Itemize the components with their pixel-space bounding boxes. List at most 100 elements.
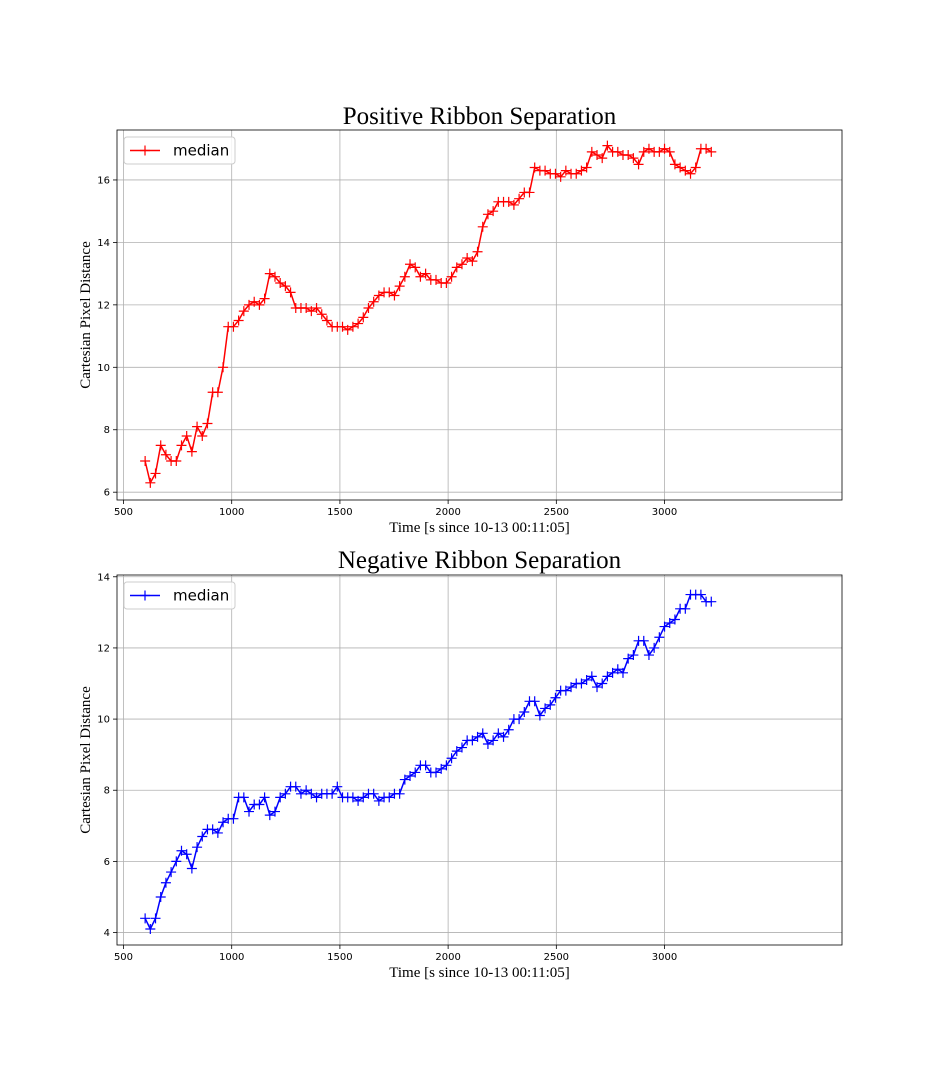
- data-point: [654, 632, 665, 643]
- data-point: [431, 767, 441, 778]
- data-point: [405, 259, 416, 270]
- data-point: [160, 877, 171, 888]
- x-tick-label: 1000: [219, 952, 244, 963]
- data-point: [529, 162, 540, 173]
- data-point: [456, 742, 467, 753]
- y-tick-label: 6: [104, 488, 110, 499]
- data-point: [306, 306, 317, 317]
- data-point: [218, 362, 229, 373]
- data-point: [290, 781, 301, 792]
- data-point: [560, 685, 571, 696]
- chart-2: 500 1000 1500 2000 2500 3000 4 6 8 10 12 14 median Ne…: [78, 547, 843, 981]
- data-point: [623, 149, 634, 160]
- x-tick-label: 1500: [327, 507, 352, 518]
- y-tick-label: 16: [97, 175, 110, 186]
- data-point: [192, 842, 203, 853]
- data-point: [441, 277, 452, 288]
- x-axis-label: Time [s since 10-13 00:11:05]: [389, 965, 570, 981]
- data-point: [327, 788, 338, 799]
- x-tick-label: 3000: [652, 507, 677, 518]
- data-point: [275, 792, 286, 803]
- data-point: [192, 421, 203, 432]
- data-point: [389, 290, 400, 301]
- data-point: [280, 788, 291, 799]
- data-point: [160, 449, 171, 460]
- data-point: [311, 792, 322, 803]
- data-point: [155, 891, 166, 902]
- data-point: [186, 863, 197, 874]
- data-point: [508, 199, 519, 210]
- data-point: [451, 262, 462, 273]
- data-point: [472, 246, 483, 257]
- x-tick-label: 2000: [435, 952, 460, 963]
- y-tick-label: 4: [104, 928, 110, 939]
- data-point: [643, 650, 654, 661]
- data-point: [597, 153, 608, 164]
- data-point: [358, 312, 369, 323]
- data-point: [410, 262, 421, 273]
- data-point: [555, 171, 566, 182]
- legend-marker: [140, 145, 150, 156]
- data-point: [529, 696, 540, 707]
- data-point: [550, 168, 561, 179]
- y-tick-label: 12: [97, 643, 110, 654]
- y-tick-label: 12: [97, 300, 110, 311]
- data-point: [685, 168, 696, 179]
- data-point: [638, 635, 649, 646]
- data-point: [560, 165, 571, 176]
- data-point: [503, 724, 514, 735]
- data-point: [301, 302, 312, 313]
- data-point: [477, 728, 488, 739]
- data-point: [259, 293, 270, 304]
- data-point: [456, 259, 467, 270]
- data-point: [550, 692, 561, 703]
- data-point: [145, 477, 156, 488]
- chart-title: Positive Ribbon Separation: [343, 103, 617, 130]
- x-tick-label: 2500: [544, 952, 569, 963]
- chart-1: 500 1000 1500 2000 2500 3000 6 8 10 12 14 16 median P…: [78, 103, 843, 536]
- data-point: [659, 143, 670, 154]
- data-point: [602, 671, 613, 682]
- data-point: [373, 795, 384, 806]
- data-point: [280, 281, 291, 292]
- plot-frame: [116, 574, 843, 946]
- data-point: [212, 827, 223, 838]
- y-tick-label: 8: [104, 786, 110, 797]
- data-point: [394, 281, 405, 292]
- data-point: [436, 763, 447, 774]
- data-point: [306, 788, 317, 799]
- data-point: [285, 287, 296, 298]
- data-point: [680, 603, 691, 614]
- data-point: [207, 824, 218, 835]
- data-point: [238, 792, 249, 803]
- data-point: [514, 714, 525, 725]
- data-point: [264, 268, 275, 279]
- data-point: [218, 817, 229, 828]
- data-point: [186, 446, 197, 457]
- y-tick-label: 14: [97, 238, 110, 249]
- data-point: [171, 455, 182, 466]
- x-tick-label: 2500: [544, 507, 569, 518]
- data-point: [233, 315, 244, 326]
- data-point: [410, 767, 421, 778]
- data-point: [612, 664, 623, 675]
- x-tick-label: 3000: [652, 952, 677, 963]
- chart-title: Negative Ribbon Separation: [338, 547, 622, 574]
- data-point: [649, 642, 660, 653]
- y-tick-label: 14: [97, 572, 110, 583]
- series-line-median: [144, 593, 712, 930]
- data-point: [405, 771, 416, 782]
- x-tick-label: 2000: [435, 507, 460, 518]
- data-point: [586, 671, 597, 682]
- legend-box: [123, 136, 236, 165]
- data-point: [488, 206, 499, 217]
- data-point: [540, 165, 551, 176]
- data-point: [140, 455, 151, 466]
- data-point: [337, 321, 348, 332]
- legend-label: median: [173, 587, 229, 605]
- data-point: [659, 621, 670, 632]
- data-point: [244, 806, 255, 817]
- data-point: [332, 781, 343, 792]
- data-point: [462, 253, 473, 264]
